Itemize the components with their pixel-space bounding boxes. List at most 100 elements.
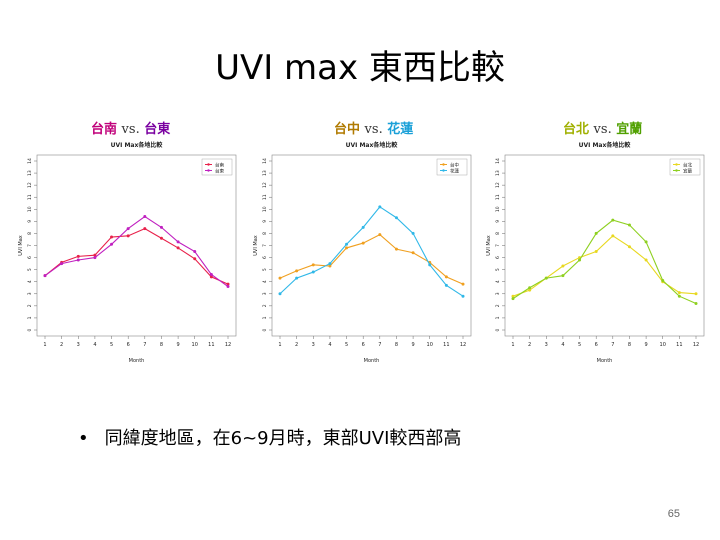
- y-tick-label: 2: [27, 304, 33, 307]
- x-tick-label: 4: [561, 342, 564, 348]
- x-tick-label: 7: [378, 342, 381, 348]
- y-tick-label: 5: [27, 268, 33, 271]
- data-point: [143, 227, 147, 231]
- data-point: [561, 264, 565, 268]
- pair-label-3: 台北 vs. 宜蘭: [563, 118, 642, 137]
- data-point: [209, 275, 213, 279]
- x-tick-label: 5: [578, 342, 581, 348]
- legend-label: 宜蘭: [683, 167, 692, 174]
- data-point: [345, 246, 349, 250]
- data-point: [176, 246, 180, 250]
- x-tick-label: 8: [628, 342, 631, 348]
- pair-vs: vs.: [364, 122, 383, 137]
- data-point: [226, 282, 230, 286]
- x-tick-label: 8: [160, 342, 163, 348]
- data-point: [226, 285, 230, 289]
- data-point: [644, 258, 648, 262]
- data-point: [278, 276, 282, 280]
- y-tick-label: 3: [27, 292, 33, 295]
- data-point: [126, 227, 130, 231]
- series-line: [279, 233, 464, 285]
- y-tick-label: 5: [495, 268, 501, 271]
- y-tick-label: 9: [27, 220, 33, 223]
- y-tick-label: 10: [495, 206, 501, 212]
- x-tick-label: 10: [192, 342, 198, 348]
- y-tick-label: 10: [262, 206, 268, 212]
- y-tick-label: 14: [262, 158, 268, 164]
- y-tick-label: 3: [262, 292, 268, 295]
- data-point: [694, 301, 698, 305]
- pair-right-name: 宜蘭: [616, 122, 643, 137]
- y-tick-label: 11: [27, 194, 33, 200]
- y-tick-label: 0: [27, 328, 33, 331]
- y-tick-label: 0: [495, 328, 501, 331]
- data-point: [328, 264, 332, 268]
- data-point: [345, 242, 349, 246]
- legend-marker: [207, 163, 210, 166]
- data-point: [311, 270, 315, 274]
- x-tick-label: 1: [511, 342, 514, 348]
- data-point: [143, 215, 147, 219]
- legend-marker: [442, 163, 445, 166]
- legend-label: 台東: [215, 167, 224, 174]
- x-tick-label: 7: [611, 342, 614, 348]
- y-tick-label: 13: [27, 170, 33, 176]
- slide-title: UVI max 東西比較: [215, 48, 505, 88]
- y-tick-label: 7: [495, 244, 501, 247]
- data-point: [159, 236, 163, 240]
- data-point: [611, 234, 615, 238]
- y-tick-label: 6: [262, 256, 268, 259]
- x-axis-label: Month: [597, 358, 613, 364]
- data-point: [661, 279, 665, 283]
- data-point: [378, 233, 382, 237]
- x-tick-label: 4: [328, 342, 331, 348]
- y-tick-label: 12: [27, 182, 33, 188]
- y-tick-label: 13: [262, 170, 268, 176]
- plot-frame: [36, 154, 237, 337]
- bullet-point: • 同緯度地區，在6~9月時，東部UVI較西部高: [78, 424, 461, 450]
- x-axis-label: Month: [129, 358, 145, 364]
- data-point: [578, 258, 582, 262]
- data-point: [611, 218, 615, 222]
- x-tick-label: 6: [127, 342, 130, 348]
- x-tick-label: 10: [660, 342, 666, 348]
- y-tick-label: 9: [262, 220, 268, 223]
- data-point: [76, 258, 80, 262]
- series-line: [44, 227, 229, 285]
- y-tick-label: 6: [495, 256, 501, 259]
- series-line: [44, 215, 229, 287]
- y-tick-label: 8: [495, 232, 501, 235]
- data-point: [295, 269, 299, 273]
- x-tick-label: 6: [362, 342, 365, 348]
- x-tick-label: 5: [345, 342, 348, 348]
- y-tick-label: 7: [262, 244, 268, 247]
- data-point: [561, 274, 565, 278]
- data-point: [511, 294, 515, 298]
- pair-vs: vs.: [121, 122, 140, 137]
- x-tick-label: 9: [644, 342, 647, 348]
- y-tick-label: 13: [495, 170, 501, 176]
- data-point: [544, 276, 548, 280]
- y-tick-label: 1: [27, 316, 33, 319]
- data-point: [677, 294, 681, 298]
- data-point: [110, 235, 114, 239]
- page-number: 65: [667, 508, 680, 520]
- pair-left-name: 台南: [91, 122, 118, 137]
- y-tick-label: 7: [27, 244, 33, 247]
- data-point: [594, 250, 598, 254]
- data-point: [394, 247, 398, 251]
- legend-label: 台中: [450, 161, 459, 168]
- y-tick-label: 3: [495, 292, 501, 295]
- pair-vs: vs.: [593, 122, 612, 137]
- chart-title: UVI Max各地比較: [579, 141, 632, 149]
- x-tick-label: 1: [43, 342, 46, 348]
- x-tick-label: 1: [278, 342, 281, 348]
- data-point: [43, 274, 47, 278]
- y-axis-label: UVI Max: [486, 235, 492, 256]
- data-point: [627, 245, 631, 249]
- data-point: [411, 231, 415, 235]
- bullet-dot-icon: •: [78, 428, 89, 449]
- data-point: [428, 263, 432, 267]
